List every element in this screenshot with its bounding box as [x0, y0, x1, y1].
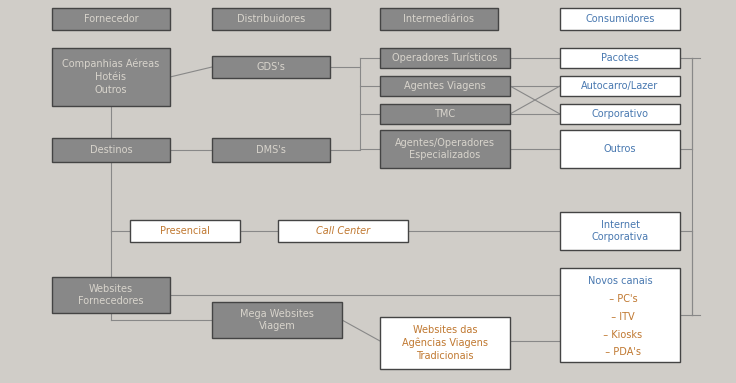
Text: TMC: TMC — [434, 109, 456, 119]
Text: Pacotes: Pacotes — [601, 53, 639, 63]
Bar — [560, 48, 680, 68]
Bar — [560, 268, 680, 362]
Text: Operadores Turísticos: Operadores Turísticos — [392, 53, 498, 63]
Bar — [380, 317, 510, 369]
Text: Call Center: Call Center — [316, 226, 370, 236]
Text: Destinos: Destinos — [90, 145, 132, 155]
Bar — [278, 220, 408, 242]
Text: Websites das
Agências Viagens
Tradicionais: Websites das Agências Viagens Tradiciona… — [402, 325, 488, 361]
Text: Internet
Corporativa: Internet Corporativa — [592, 219, 648, 242]
Bar — [52, 8, 170, 30]
Text: Outros: Outros — [604, 144, 636, 154]
Bar — [212, 138, 330, 162]
Text: Presencial: Presencial — [160, 226, 210, 236]
Bar — [560, 104, 680, 124]
Text: Agentes Viagens: Agentes Viagens — [404, 81, 486, 91]
Text: Mega Websites
Viagem: Mega Websites Viagem — [240, 309, 314, 331]
Text: – PDA's: – PDA's — [599, 347, 641, 357]
Bar — [380, 48, 510, 68]
Text: Fornecedor: Fornecedor — [84, 14, 138, 24]
Text: Websites
Fornecedores: Websites Fornecedores — [78, 283, 144, 306]
Bar — [560, 130, 680, 168]
Text: Agentes/Operadores
Especializados: Agentes/Operadores Especializados — [395, 137, 495, 160]
Bar — [52, 277, 170, 313]
Bar — [52, 138, 170, 162]
Text: – ITV: – ITV — [605, 312, 635, 322]
Text: – Kiosks: – Kiosks — [598, 329, 643, 339]
Bar — [52, 48, 170, 106]
Bar — [560, 76, 680, 96]
Text: Autocarro/Lazer: Autocarro/Lazer — [581, 81, 659, 91]
Bar — [560, 212, 680, 250]
Bar — [130, 220, 240, 242]
Bar — [380, 76, 510, 96]
Text: – PC's: – PC's — [603, 294, 637, 304]
Text: Intermediários: Intermediários — [403, 14, 475, 24]
Text: Distribuidores: Distribuidores — [237, 14, 305, 24]
Text: Novos canais: Novos canais — [587, 276, 652, 286]
Text: DMS's: DMS's — [256, 145, 286, 155]
Text: Consumidores: Consumidores — [585, 14, 655, 24]
Text: Companhias Aéreas
Hotéis
Outros: Companhias Aéreas Hotéis Outros — [63, 59, 160, 95]
Bar — [212, 8, 330, 30]
Bar — [380, 104, 510, 124]
Bar — [212, 56, 330, 78]
Bar — [380, 8, 498, 30]
Text: Corporativo: Corporativo — [592, 109, 648, 119]
Bar — [380, 130, 510, 168]
Text: GDS's: GDS's — [257, 62, 286, 72]
Bar — [560, 8, 680, 30]
Bar — [212, 302, 342, 338]
